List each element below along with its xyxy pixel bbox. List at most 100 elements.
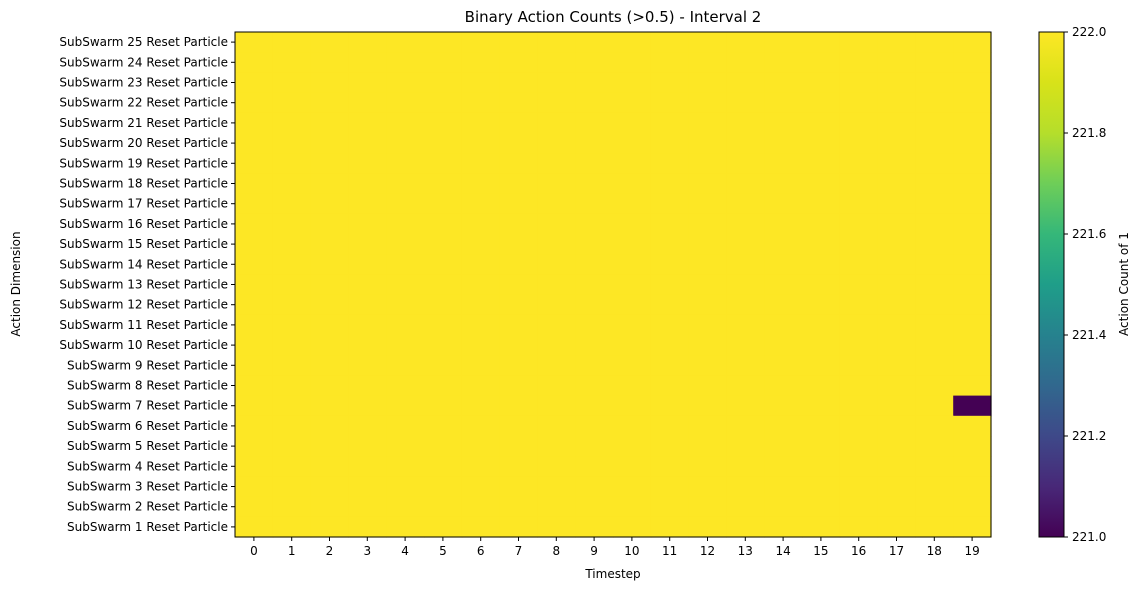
heatmap-cell: [272, 476, 312, 498]
heatmap-cell: [915, 496, 954, 518]
heatmap-cell: [802, 496, 841, 518]
heatmap-cell: [877, 395, 916, 417]
y-tick-label: SubSwarm 22 Reset Particle: [59, 96, 228, 110]
heatmap-cell: [537, 32, 576, 53]
heatmap-cell: [953, 355, 992, 376]
heatmap-cell: [688, 112, 727, 134]
heatmap-cell: [726, 254, 765, 275]
heatmap-cell: [310, 193, 349, 215]
heatmap-cell: [802, 314, 841, 336]
heatmap-cell: [764, 112, 803, 134]
heatmap-cell: [499, 173, 538, 195]
heatmap-cell: [726, 375, 765, 397]
heatmap-cell: [386, 436, 425, 457]
heatmap-cell: [764, 516, 803, 538]
heatmap-cell: [915, 355, 954, 376]
heatmap-cell: [726, 153, 765, 174]
heatmap-cell: [839, 476, 879, 498]
heatmap-cell: [424, 375, 463, 397]
heatmap-cell: [499, 476, 538, 498]
heatmap-cell: [802, 213, 841, 235]
x-tick-label: 19: [964, 544, 979, 558]
x-tick-label: 7: [515, 544, 523, 558]
heatmap-cell: [461, 274, 501, 296]
heatmap-cell: [272, 72, 312, 94]
heatmap-cell: [764, 415, 803, 437]
heatmap-cell: [953, 496, 992, 518]
heatmap-cell: [386, 415, 425, 437]
heatmap-cell: [537, 92, 576, 114]
heatmap-cell: [802, 32, 841, 53]
heatmap-cell: [272, 294, 312, 316]
heatmap-cell: [877, 92, 916, 114]
heatmap-cell: [764, 496, 803, 518]
heatmap-cell: [272, 153, 312, 174]
x-axis-label: Timestep: [584, 567, 640, 581]
heatmap-cell: [499, 213, 538, 235]
heatmap-cell: [839, 335, 879, 356]
heatmap-cell: [650, 355, 690, 376]
heatmap-cell: [764, 294, 803, 316]
heatmap-cell: [348, 52, 387, 73]
heatmap-cell: [461, 355, 501, 376]
heatmap-cell: [461, 436, 501, 457]
heatmap-cell: [348, 456, 387, 477]
heatmap-cell: [613, 436, 652, 457]
heatmap-cell: [613, 254, 652, 275]
heatmap-cell: [424, 72, 463, 94]
heatmap-cell: [461, 52, 501, 73]
heatmap-cell: [424, 294, 463, 316]
heatmap-cell: [310, 496, 349, 518]
heatmap-cell: [953, 395, 992, 417]
heatmap-cell: [424, 516, 463, 538]
heatmap-cell: [310, 335, 349, 356]
heatmap-cell: [802, 294, 841, 316]
heatmap-cell: [802, 234, 841, 255]
heatmap-cell: [839, 516, 879, 538]
y-tick-label: SubSwarm 13 Reset Particle: [59, 278, 228, 292]
y-tick-label: SubSwarm 19 Reset Particle: [59, 156, 228, 170]
heatmap-cell: [348, 516, 387, 538]
heatmap-cell: [877, 133, 916, 154]
heatmap-cell: [726, 456, 765, 477]
heatmap-cell: [953, 476, 992, 498]
heatmap-cell: [424, 395, 463, 417]
heatmap-cell: [235, 335, 274, 356]
heatmap-cell: [575, 153, 614, 174]
heatmap-cell: [764, 274, 803, 296]
heatmap-cell: [424, 52, 463, 73]
heatmap-cell: [310, 456, 349, 477]
heatmap-cell: [461, 496, 501, 518]
heatmap-cell: [310, 516, 349, 538]
heatmap-cell: [235, 173, 274, 195]
heatmap-cell: [575, 355, 614, 376]
heatmap-cell: [915, 314, 954, 336]
y-tick-label: SubSwarm 20 Reset Particle: [59, 136, 228, 150]
heatmap-cell: [953, 213, 992, 235]
heatmap-cell: [726, 415, 765, 437]
heatmap-cell: [537, 213, 576, 235]
heatmap-cell: [877, 112, 916, 134]
heatmap-cell: [613, 395, 652, 417]
heatmap-cell: [386, 335, 425, 356]
heatmap-cell: [953, 375, 992, 397]
y-tick-label: SubSwarm 9 Reset Particle: [67, 358, 228, 372]
heatmap-cell: [726, 516, 765, 538]
x-tick-label: 18: [927, 544, 942, 558]
heatmap-cell: [877, 213, 916, 235]
heatmap-cell: [537, 153, 576, 174]
heatmap-cell: [461, 335, 501, 356]
heatmap-cell: [764, 335, 803, 356]
heatmap-cell: [877, 254, 916, 275]
heatmap-cell: [575, 274, 614, 296]
heatmap-cell: [688, 476, 727, 498]
heatmap-cell: [764, 52, 803, 73]
heatmap-cell: [877, 153, 916, 174]
heatmap-cell: [726, 72, 765, 94]
heatmap-cell: [915, 254, 954, 275]
heatmap-cell: [424, 436, 463, 457]
heatmap-cell: [915, 193, 954, 215]
heatmap-cell: [235, 415, 274, 437]
heatmap-cell: [764, 314, 803, 336]
y-tick-label: SubSwarm 11 Reset Particle: [59, 318, 228, 332]
